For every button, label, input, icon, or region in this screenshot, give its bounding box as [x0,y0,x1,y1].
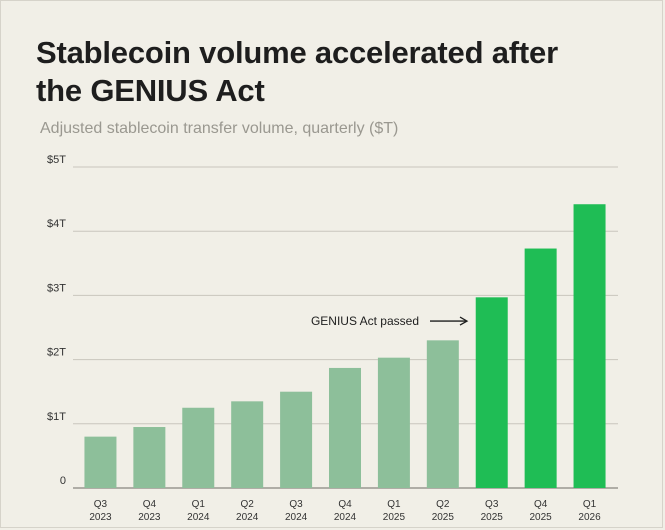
x-tick-label-year: 2024 [285,512,308,523]
chart-title-line-1: Stablecoin volume accelerated after [36,35,558,70]
x-tick-label-year: 2024 [187,512,210,523]
bar [524,248,557,488]
chart-subtitle: Adjusted stablecoin transfer volume, qua… [40,120,399,137]
x-tick-label-year: 2023 [138,512,161,523]
x-tick-label-quarter: Q4 [534,499,548,510]
x-tick-label-quarter: Q3 [94,499,108,510]
chart-title-line-2: the GENIUS Act [36,73,265,108]
x-tick-label-year: 2024 [334,512,357,523]
x-tick-label-year: 2026 [578,512,601,523]
x-tick-label-quarter: Q4 [338,499,352,510]
chart-title: Stablecoin volume accelerated after the … [36,34,656,110]
bar [573,204,606,488]
x-tick-label-quarter: Q1 [583,499,597,510]
bar [475,297,508,488]
bar [426,340,459,488]
y-tick-label: $5T [47,154,66,166]
bar [133,427,166,488]
y-tick-label: $1T [47,411,66,423]
bar [280,391,313,488]
y-tick-label: $4T [47,218,66,230]
bar [377,357,410,488]
x-tick-label-year: 2025 [383,512,406,523]
bar [84,436,117,488]
x-tick-label-quarter: Q2 [241,499,255,510]
x-tick-label-quarter: Q4 [143,499,157,510]
bar [329,367,361,488]
x-tick-label-year: 2024 [236,512,259,523]
x-tick-label-quarter: Q1 [387,499,401,510]
x-tick-label-quarter: Q3 [289,499,303,510]
y-tick-label: $3T [47,282,66,294]
bar [231,401,264,488]
x-tick-label-year: 2023 [89,512,112,523]
y-tick-label: $2T [47,347,66,359]
x-tick-label-quarter: Q2 [436,499,450,510]
x-tick-label-year: 2025 [481,512,504,523]
x-tick-label-year: 2025 [530,512,553,523]
x-tick-label-quarter: Q1 [192,499,206,510]
annotation-label: GENIUS Act passed [311,314,419,328]
x-tick-label-quarter: Q3 [485,499,499,510]
x-tick-label-year: 2025 [432,512,455,523]
y-tick-label: 0 [60,475,66,487]
annotation-arrow-icon [459,316,469,326]
bar [182,407,215,488]
